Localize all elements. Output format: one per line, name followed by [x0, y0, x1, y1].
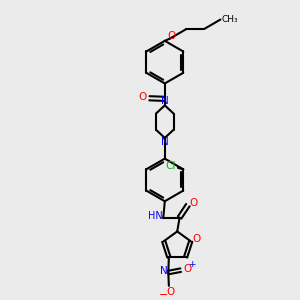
Text: N: N	[161, 137, 169, 147]
Text: N: N	[161, 96, 169, 106]
Text: −: −	[159, 290, 168, 300]
Text: HN: HN	[148, 211, 162, 221]
Text: O: O	[139, 92, 147, 102]
Text: CH₃: CH₃	[222, 15, 238, 24]
Text: +: +	[188, 260, 196, 269]
Text: Cl: Cl	[166, 161, 176, 171]
Text: O: O	[167, 32, 176, 41]
Text: N: N	[160, 266, 168, 276]
Text: O: O	[193, 234, 201, 244]
Text: O: O	[183, 264, 191, 274]
Text: O: O	[190, 198, 198, 208]
Text: O: O	[166, 287, 175, 297]
